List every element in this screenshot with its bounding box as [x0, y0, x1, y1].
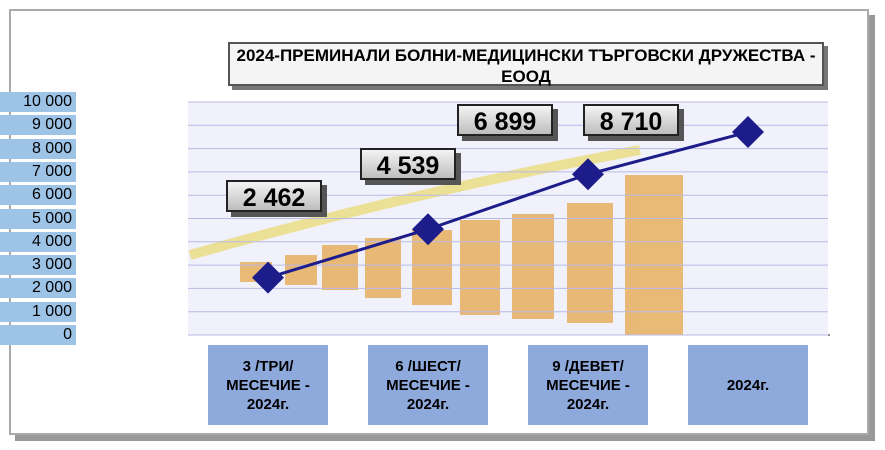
y-tick-label: 4 000 — [0, 231, 76, 252]
y-tick-label: 0 — [0, 325, 76, 345]
y-tick-label: 5 000 — [0, 208, 76, 229]
y-tick-label: 2 000 — [0, 278, 76, 299]
marker — [732, 116, 764, 149]
marker — [252, 261, 284, 294]
y-tick-label: 1 000 — [0, 301, 76, 322]
data-label: 4 539 — [360, 148, 456, 181]
y-tick-label: 6 000 — [0, 185, 76, 206]
x-tick-label: 2024г. — [688, 345, 808, 425]
data-label: 2 462 — [226, 179, 322, 212]
marker — [572, 158, 604, 191]
y-tick-label: 7 000 — [0, 161, 76, 182]
data-label: 6 899 — [457, 104, 553, 137]
y-tick-label: 10 000 — [0, 92, 76, 112]
marker — [412, 213, 444, 246]
chart-title: 2024-ПРЕМИНАЛИ БОЛНИ-МЕДИЦИНСКИ ТЪРГОВСК… — [228, 42, 824, 86]
decoration — [188, 145, 641, 260]
x-tick-label: 3 /ТРИ/ МЕСЕЧИЕ - 2024г. — [208, 345, 328, 425]
decoration — [240, 175, 683, 335]
y-tick-label: 9 000 — [0, 115, 76, 136]
y-tick-label: 3 000 — [0, 255, 76, 276]
line — [267, 130, 749, 280]
y-tick-label: 8 000 — [0, 138, 76, 159]
x-tick-label: 6 /ШЕСТ/ МЕСЕЧИЕ - 2024г. — [368, 345, 488, 425]
x-tick-label: 9 /ДЕВЕТ/ МЕСЕЧИЕ - 2024г. — [528, 345, 648, 425]
data-label: 8 710 — [583, 104, 679, 137]
